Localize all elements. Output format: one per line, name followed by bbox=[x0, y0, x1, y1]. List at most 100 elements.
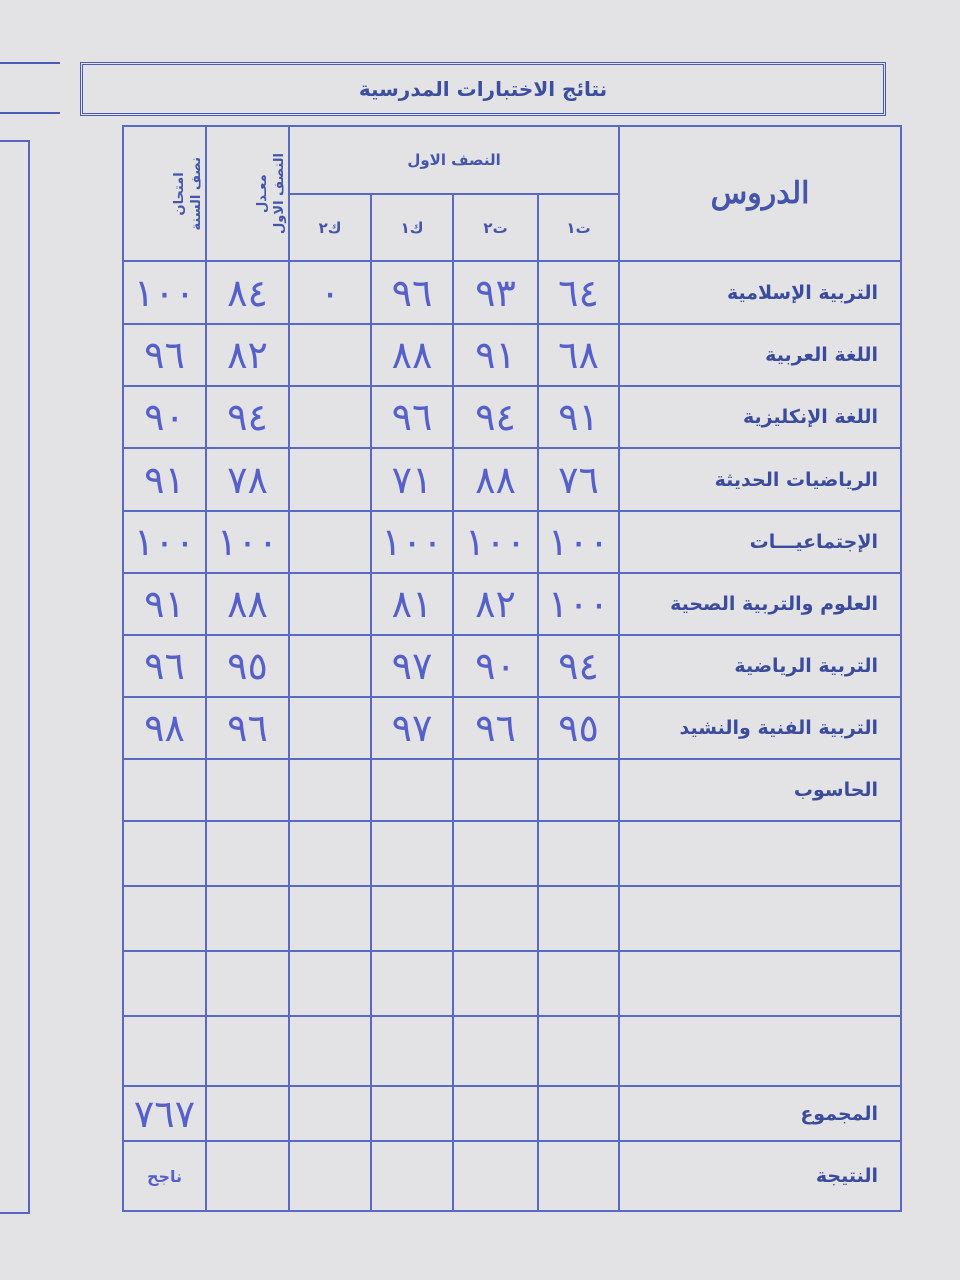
grade-k1 bbox=[370, 950, 455, 1017]
grade-t1: ٦٤ bbox=[537, 260, 621, 325]
table-row: المجموع ٧٦٧ bbox=[122, 1085, 903, 1142]
grade-exam: ٩٨ bbox=[122, 696, 207, 760]
grade-t2: ٩١ bbox=[452, 323, 540, 387]
grade-k2 bbox=[287, 1015, 373, 1087]
grade-exam: ١٠٠ bbox=[122, 260, 207, 325]
grade-k2 bbox=[287, 696, 373, 760]
grade-t2: ٨٢ bbox=[452, 572, 540, 636]
table-row: الإجتماعيـــات ١٠٠ ١٠٠ ١٠٠ ١٠٠ ١٠٠ bbox=[122, 510, 903, 574]
table-row: التربية الإسلامية ٦٤ ٩٣ ٩٦ ٠ ٨٤ ١٠٠ bbox=[122, 260, 903, 325]
grade-t2 bbox=[452, 820, 540, 887]
col-t2: ت٢ bbox=[452, 193, 540, 262]
grade-avg: ٨٨ bbox=[205, 572, 290, 636]
subject-name: النتيجة bbox=[618, 1140, 903, 1212]
grade-avg: ٧٨ bbox=[205, 447, 290, 512]
grade-avg bbox=[205, 1085, 290, 1142]
grade-k1: ٨١ bbox=[370, 572, 455, 636]
subject-name: اللغة العربية bbox=[618, 323, 903, 387]
grade-exam bbox=[122, 758, 207, 822]
grade-t2 bbox=[452, 1085, 540, 1142]
subject-name: التربية الرياضية bbox=[618, 634, 903, 698]
table-row bbox=[122, 950, 903, 1017]
grade-t2: ١٠٠ bbox=[452, 510, 540, 574]
grade-exam: ٩٦ bbox=[122, 323, 207, 387]
grade-t1: ٩١ bbox=[537, 385, 621, 449]
grade-t2: ٩٤ bbox=[452, 385, 540, 449]
table-row: اللغة الإنكليزية ٩١ ٩٤ ٩٦ ٩٤ ٩٠ bbox=[122, 385, 903, 449]
subject-name: العلوم والتربية الصحية bbox=[618, 572, 903, 636]
adjacent-table-edge bbox=[0, 140, 30, 1214]
subject-name: التربية الفنية والنشيد bbox=[618, 696, 903, 760]
grade-k2 bbox=[287, 323, 373, 387]
grade-avg bbox=[205, 820, 290, 887]
grade-avg: ٩٥ bbox=[205, 634, 290, 698]
table-row bbox=[122, 1015, 903, 1087]
grade-k2 bbox=[287, 885, 373, 952]
grade-avg: ٨٤ bbox=[205, 260, 290, 325]
grades-table: الدروس النصف الاول معـدل النصف الاول امتح… bbox=[122, 125, 903, 1212]
grade-t2: ٨٨ bbox=[452, 447, 540, 512]
table-row bbox=[122, 820, 903, 887]
grade-avg: ٩٤ bbox=[205, 385, 290, 449]
grade-exam bbox=[122, 950, 207, 1017]
grade-avg: ١٠٠ bbox=[205, 510, 290, 574]
grade-k2: ٠ bbox=[287, 260, 373, 325]
grade-t1: ٧٦ bbox=[537, 447, 621, 512]
grade-t1: ١٠٠ bbox=[537, 572, 621, 636]
grade-t2: ٩٠ bbox=[452, 634, 540, 698]
table-row: النتيجة ناجح bbox=[122, 1140, 903, 1212]
grade-k2 bbox=[287, 950, 373, 1017]
grade-exam bbox=[122, 820, 207, 887]
grade-exam: ناجح bbox=[122, 1140, 207, 1212]
grade-k2 bbox=[287, 758, 373, 822]
table-row: الرياضيات الحديثة ٧٦ ٨٨ ٧١ ٧٨ ٩١ bbox=[122, 447, 903, 512]
subject-name: الحاسوب bbox=[618, 758, 903, 822]
grade-t1 bbox=[537, 885, 621, 952]
grade-t1 bbox=[537, 1015, 621, 1087]
grade-avg bbox=[205, 758, 290, 822]
page-title: نتائج الاختبارات المدرسية bbox=[80, 62, 886, 116]
grade-exam bbox=[122, 1015, 207, 1087]
grade-exam: ٩١ bbox=[122, 572, 207, 636]
table-row: اللغة العربية ٦٨ ٩١ ٨٨ ٨٢ ٩٦ bbox=[122, 323, 903, 387]
grade-k2 bbox=[287, 634, 373, 698]
grade-exam: ٧٦٧ bbox=[122, 1085, 207, 1142]
subject-name: الإجتماعيـــات bbox=[618, 510, 903, 574]
grade-k1 bbox=[370, 1085, 455, 1142]
grade-k2 bbox=[287, 820, 373, 887]
grade-k1: ٩٧ bbox=[370, 696, 455, 760]
grade-avg bbox=[205, 885, 290, 952]
subject-name bbox=[618, 885, 903, 952]
grade-k1: ٧١ bbox=[370, 447, 455, 512]
grade-k2 bbox=[287, 510, 373, 574]
grade-t2 bbox=[452, 1015, 540, 1087]
grade-t1: ٦٨ bbox=[537, 323, 621, 387]
grade-avg bbox=[205, 1140, 290, 1212]
grade-exam bbox=[122, 885, 207, 952]
grade-exam: ٩٦ bbox=[122, 634, 207, 698]
subject-name: المجموع bbox=[618, 1085, 903, 1142]
grade-k1 bbox=[370, 758, 455, 822]
grade-avg: ٩٦ bbox=[205, 696, 290, 760]
col-t1: ت١ bbox=[537, 193, 621, 262]
first-half-header: النصف الاول bbox=[287, 125, 621, 195]
table-row: التربية الفنية والنشيد ٩٥ ٩٦ ٩٧ ٩٦ ٩٨ bbox=[122, 696, 903, 760]
col-k2: ك٢ bbox=[287, 193, 373, 262]
average-header: معـدل النصف الاول bbox=[205, 125, 290, 262]
grade-t1: ١٠٠ bbox=[537, 510, 621, 574]
grade-t1: ٩٥ bbox=[537, 696, 621, 760]
grade-t1 bbox=[537, 1085, 621, 1142]
grade-avg bbox=[205, 950, 290, 1017]
grade-t2 bbox=[452, 758, 540, 822]
grade-t1: ٩٤ bbox=[537, 634, 621, 698]
grade-t1 bbox=[537, 758, 621, 822]
grade-t1 bbox=[537, 950, 621, 1017]
grade-k2 bbox=[287, 1085, 373, 1142]
grade-k2 bbox=[287, 447, 373, 512]
grade-avg bbox=[205, 1015, 290, 1087]
grade-t2: ٩٦ bbox=[452, 696, 540, 760]
grade-k2 bbox=[287, 572, 373, 636]
grade-exam: ١٠٠ bbox=[122, 510, 207, 574]
subjects-header: الدروس bbox=[618, 125, 903, 262]
grade-t1 bbox=[537, 820, 621, 887]
